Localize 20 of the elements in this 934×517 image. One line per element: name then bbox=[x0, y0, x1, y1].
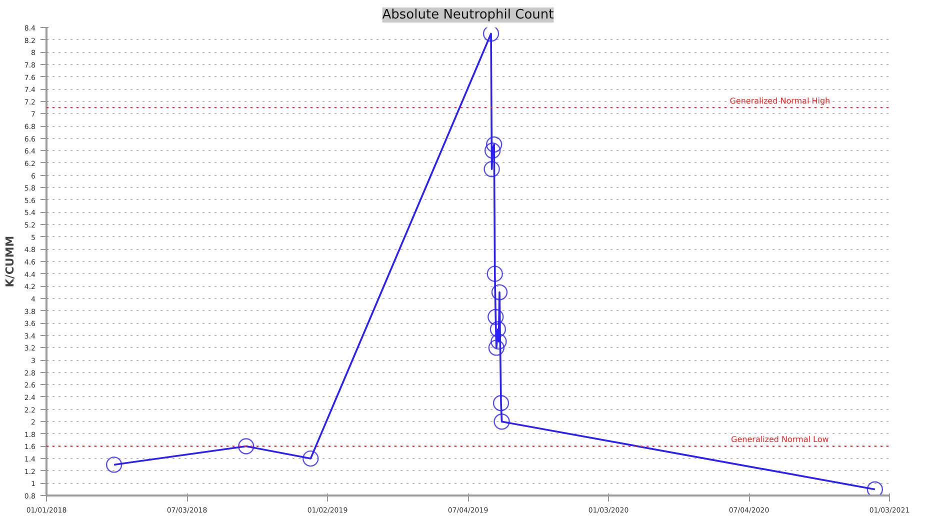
point bbox=[494, 414, 510, 430]
point bbox=[486, 266, 503, 282]
point bbox=[488, 340, 505, 356]
point bbox=[484, 161, 500, 178]
point bbox=[302, 450, 319, 467]
point bbox=[492, 395, 510, 412]
ref-line-label: Generalized Normal High bbox=[730, 96, 830, 106]
ref-line-label: Generalized Normal Low bbox=[731, 435, 830, 444]
point bbox=[491, 284, 508, 300]
point bbox=[486, 136, 502, 153]
point bbox=[106, 456, 122, 473]
point bbox=[484, 142, 501, 159]
point bbox=[482, 28, 500, 42]
point bbox=[490, 321, 506, 338]
point bbox=[238, 438, 254, 454]
chart-title: Absolute Neutrophil Count bbox=[382, 8, 554, 22]
point bbox=[490, 333, 507, 350]
y-axis-title: K/CUMM bbox=[3, 236, 16, 288]
point bbox=[488, 308, 504, 326]
point bbox=[866, 481, 884, 496]
